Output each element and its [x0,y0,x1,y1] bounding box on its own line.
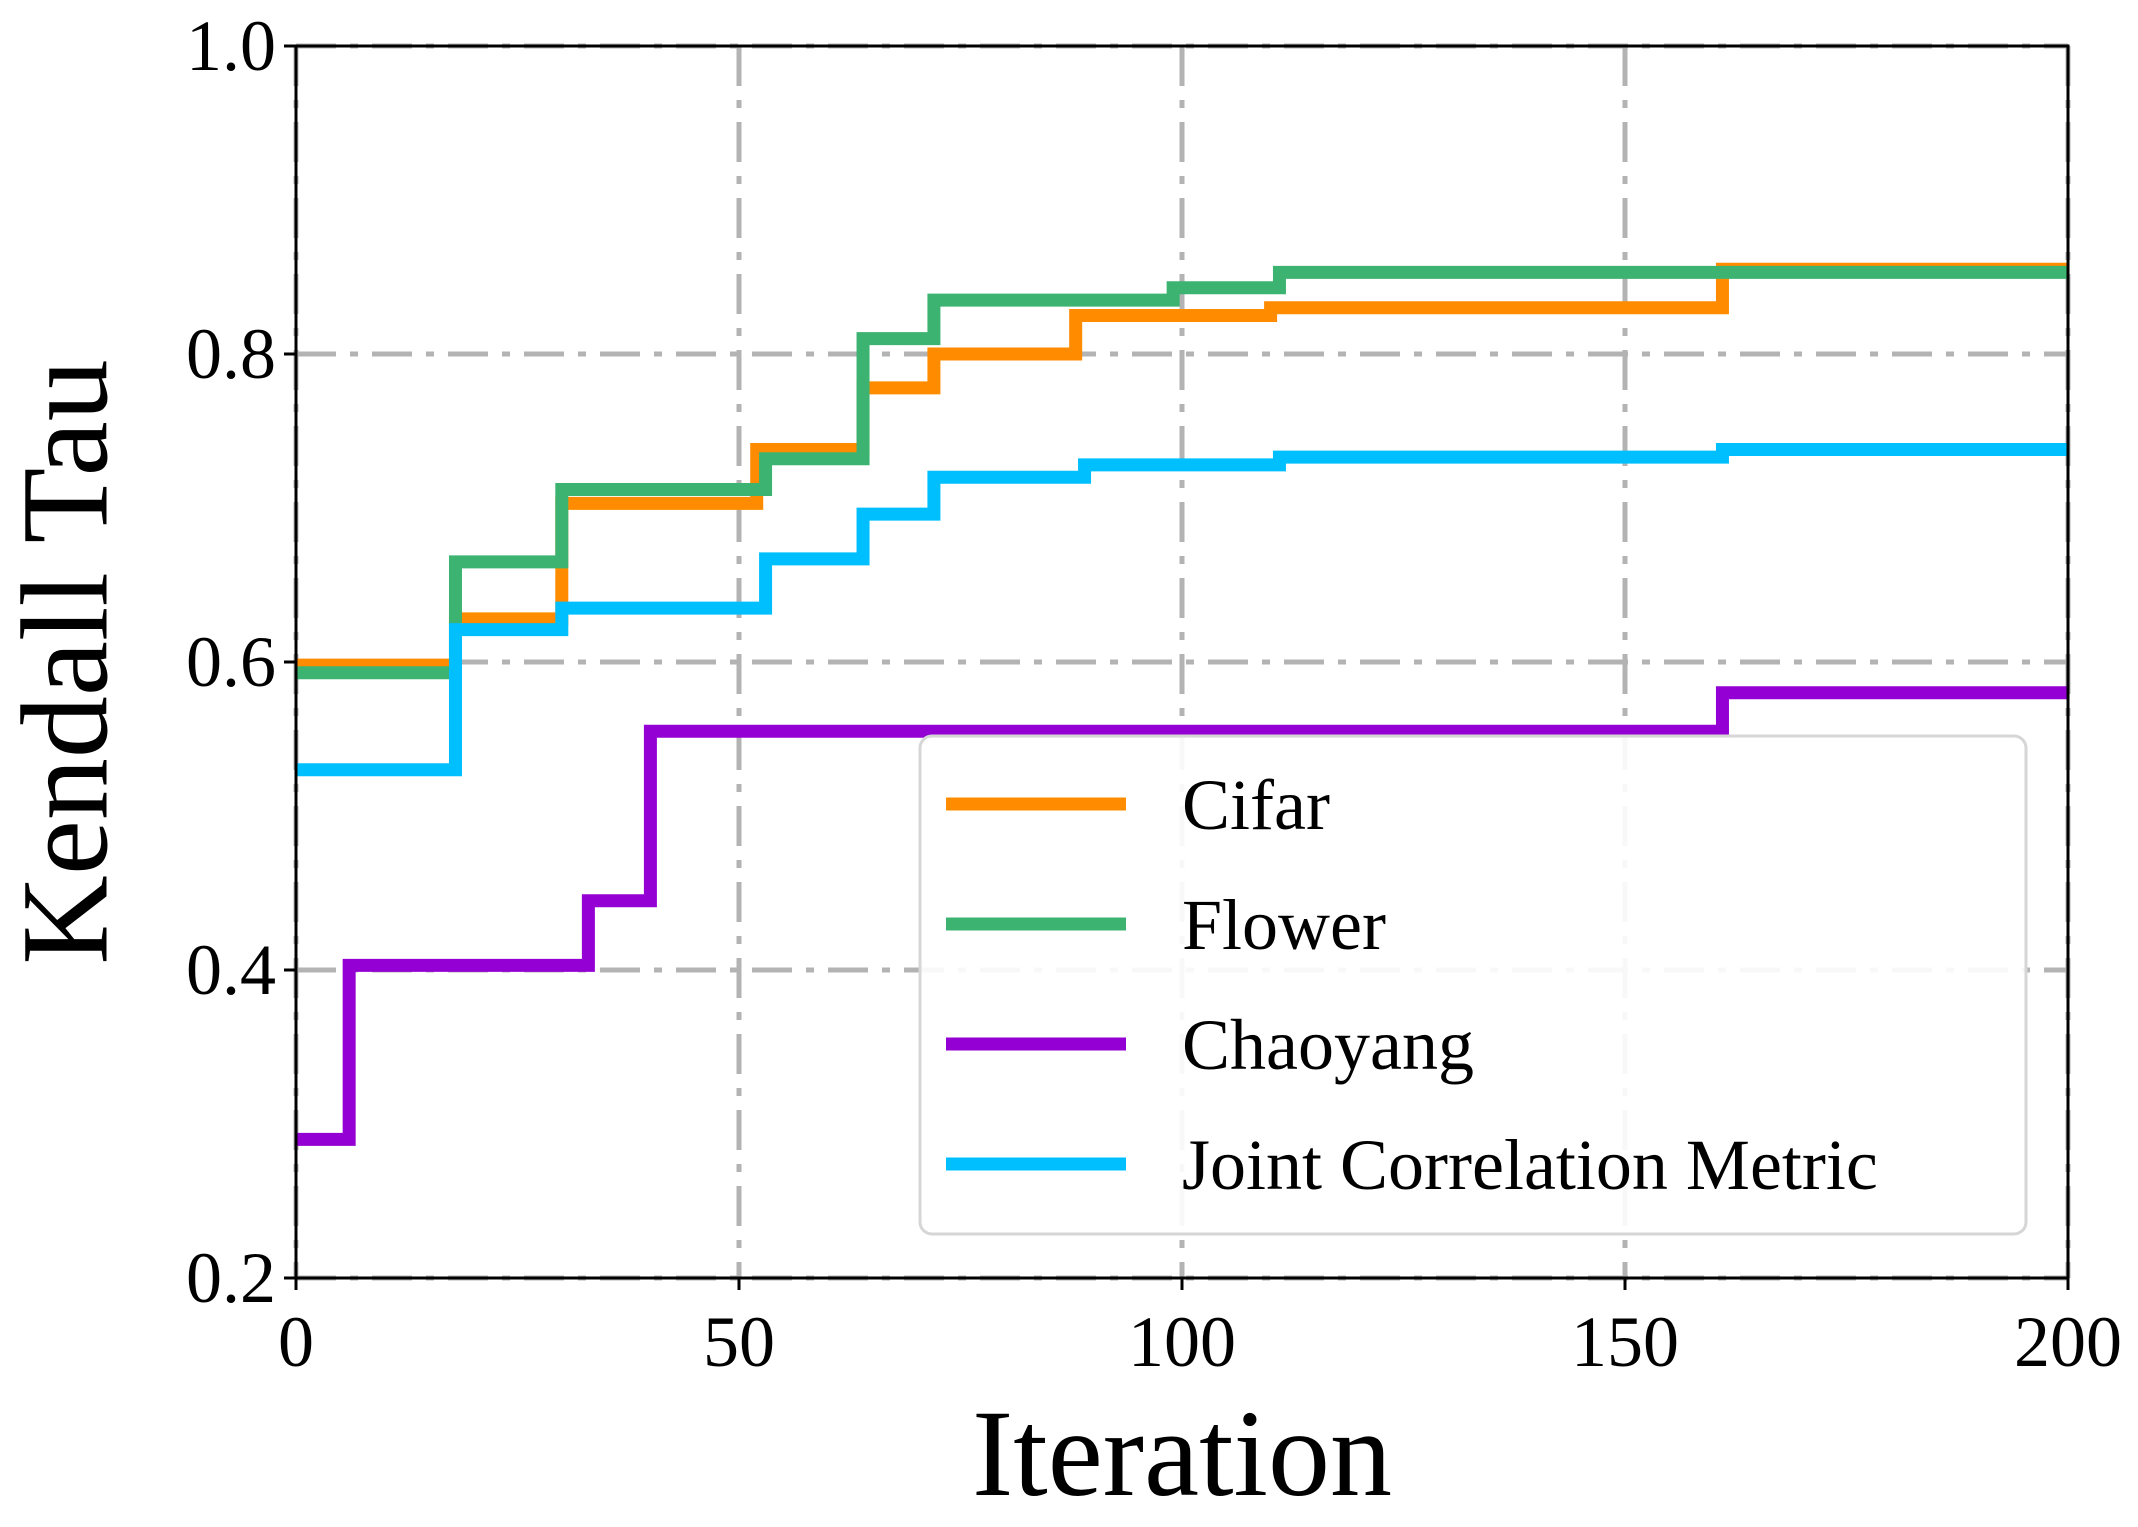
x-tick-label-3: 150 [1571,1302,1679,1382]
legend-label-joint-correlation-metric: Joint Correlation Metric [1182,1125,1878,1205]
x-tick-label-1: 50 [703,1302,775,1382]
x-tick-label-2: 100 [1128,1302,1236,1382]
legend-label-chaoyang: Chaoyang [1182,1005,1474,1085]
series-line-chaoyang [296,686,2068,1146]
legend: Cifar Flower Chaoyang Joint Correlation Met… [918,734,2028,1236]
y-tick-label-0: 0.2 [186,1238,276,1318]
y-tick-label-2: 0.6 [186,622,276,702]
series-line-flower [296,265,2068,680]
x-tick-label-4: 200 [2014,1302,2122,1382]
legend-label-cifar: Cifar [1182,765,1330,845]
y-tick-label-3: 0.8 [186,314,276,394]
x-axis-title: Iteration [972,1385,1392,1522]
series-line-joint-correlation-metric [296,442,2068,777]
x-tick-label-0: 0 [278,1302,314,1382]
data-series [296,262,2068,1146]
y-tick-label-1: 0.4 [186,930,276,1010]
y-axis-title: Kendall Tau [0,359,133,964]
y-tick-label-4: 1.0 [186,6,276,86]
axis-ticks: 0 50 100 150 200 0.2 0.4 0.6 0.8 1.0 [186,6,2122,1382]
legend-box [918,734,2028,1236]
series-line-cifar [296,262,2068,672]
legend-label-flower: Flower [1182,885,1386,965]
